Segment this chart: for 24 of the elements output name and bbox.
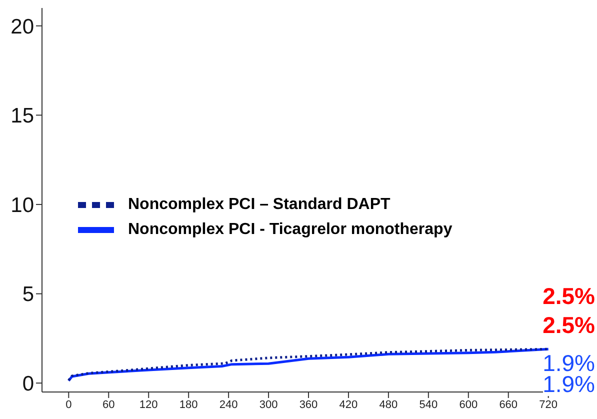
legend-label: Noncomplex PCI – Standard DAPT — [128, 196, 390, 214]
x-tick-label: 480 — [379, 398, 398, 411]
x-tick-label: 600 — [459, 398, 478, 411]
x-tick-label: 360 — [299, 398, 318, 411]
x-tick-label: 240 — [219, 398, 238, 411]
x-tick-label: 60 — [102, 398, 115, 411]
x-tick-label: 180 — [179, 398, 198, 411]
y-tick-label: 5 — [22, 283, 34, 306]
y-tick-label: 20 — [10, 15, 34, 38]
y-tick-label: 0 — [22, 372, 34, 396]
x-tick-label: 120 — [139, 398, 158, 411]
x-tick-label: 0 — [66, 398, 72, 411]
annotation: 2.5% — [542, 312, 595, 338]
y-tick-label: 10 — [10, 194, 34, 217]
x-tick-label: 660 — [499, 398, 518, 411]
x-tick-label: 720 — [539, 398, 558, 411]
x-tick-label: 300 — [259, 398, 278, 411]
legend-label: Noncomplex PCI - Ticagrelor monotherapy — [128, 220, 452, 238]
annotation: 1.9% — [542, 350, 595, 376]
x-tick-label: 420 — [339, 398, 358, 411]
x-tick-label: 540 — [419, 398, 438, 411]
annotation: 1.9% — [542, 371, 595, 397]
annotation: 2.5% — [542, 283, 595, 309]
y-tick-label: 15 — [10, 104, 34, 128]
